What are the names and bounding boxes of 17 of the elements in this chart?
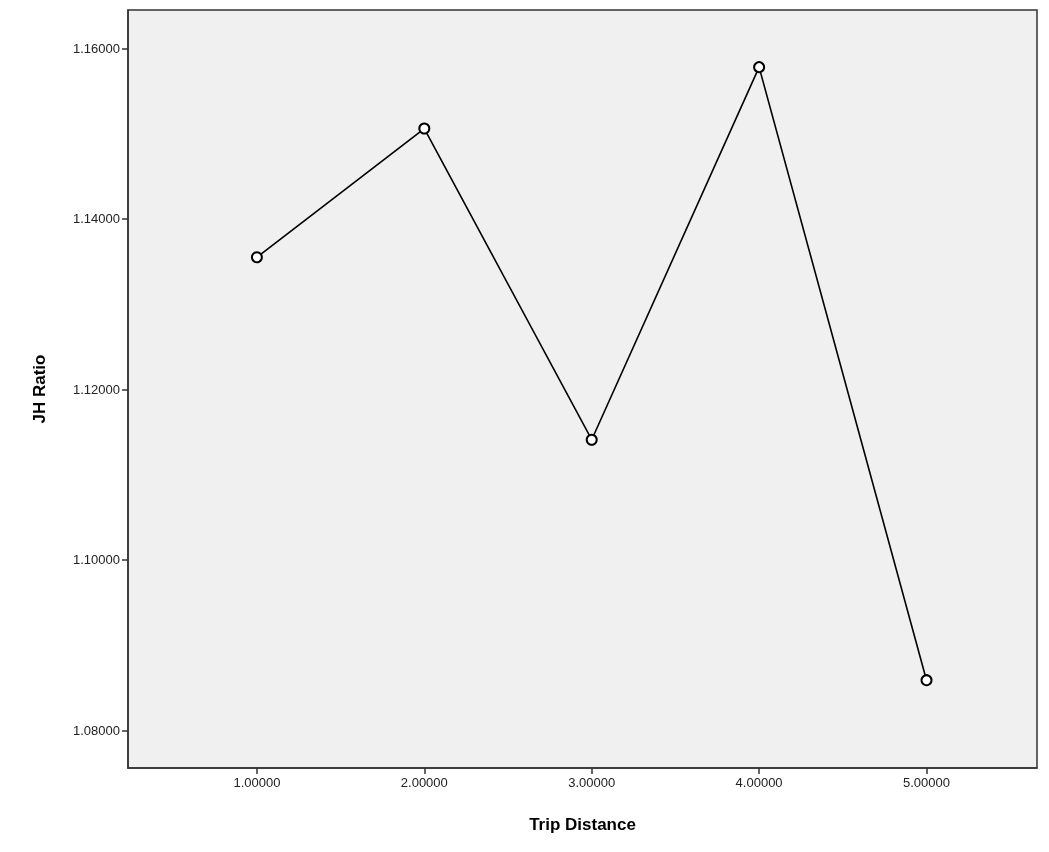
y-tick-label: 1.12000: [73, 381, 120, 397]
y-axis-title: JH Ratio: [30, 354, 49, 424]
point: [585, 433, 598, 446]
x-tick-label: 2.00000: [400, 775, 448, 790]
point: [920, 674, 933, 687]
y-tick-label: 1.08000: [73, 722, 120, 738]
x-tick-label: 1.00000: [233, 775, 281, 790]
y-tick-label: 1.10000: [73, 552, 120, 568]
point: [418, 122, 431, 135]
y-tick-label: 1.14000: [73, 211, 120, 227]
point: [250, 251, 263, 264]
x-tick-label: 3.00000: [568, 775, 616, 790]
x-tick-label: 4.00000: [735, 775, 783, 790]
y-tick-label: 1.16000: [73, 40, 120, 56]
point: [753, 61, 766, 74]
x-tick-label: 5.00000: [903, 775, 951, 790]
x-axis-title: Trip Distance: [529, 815, 636, 834]
